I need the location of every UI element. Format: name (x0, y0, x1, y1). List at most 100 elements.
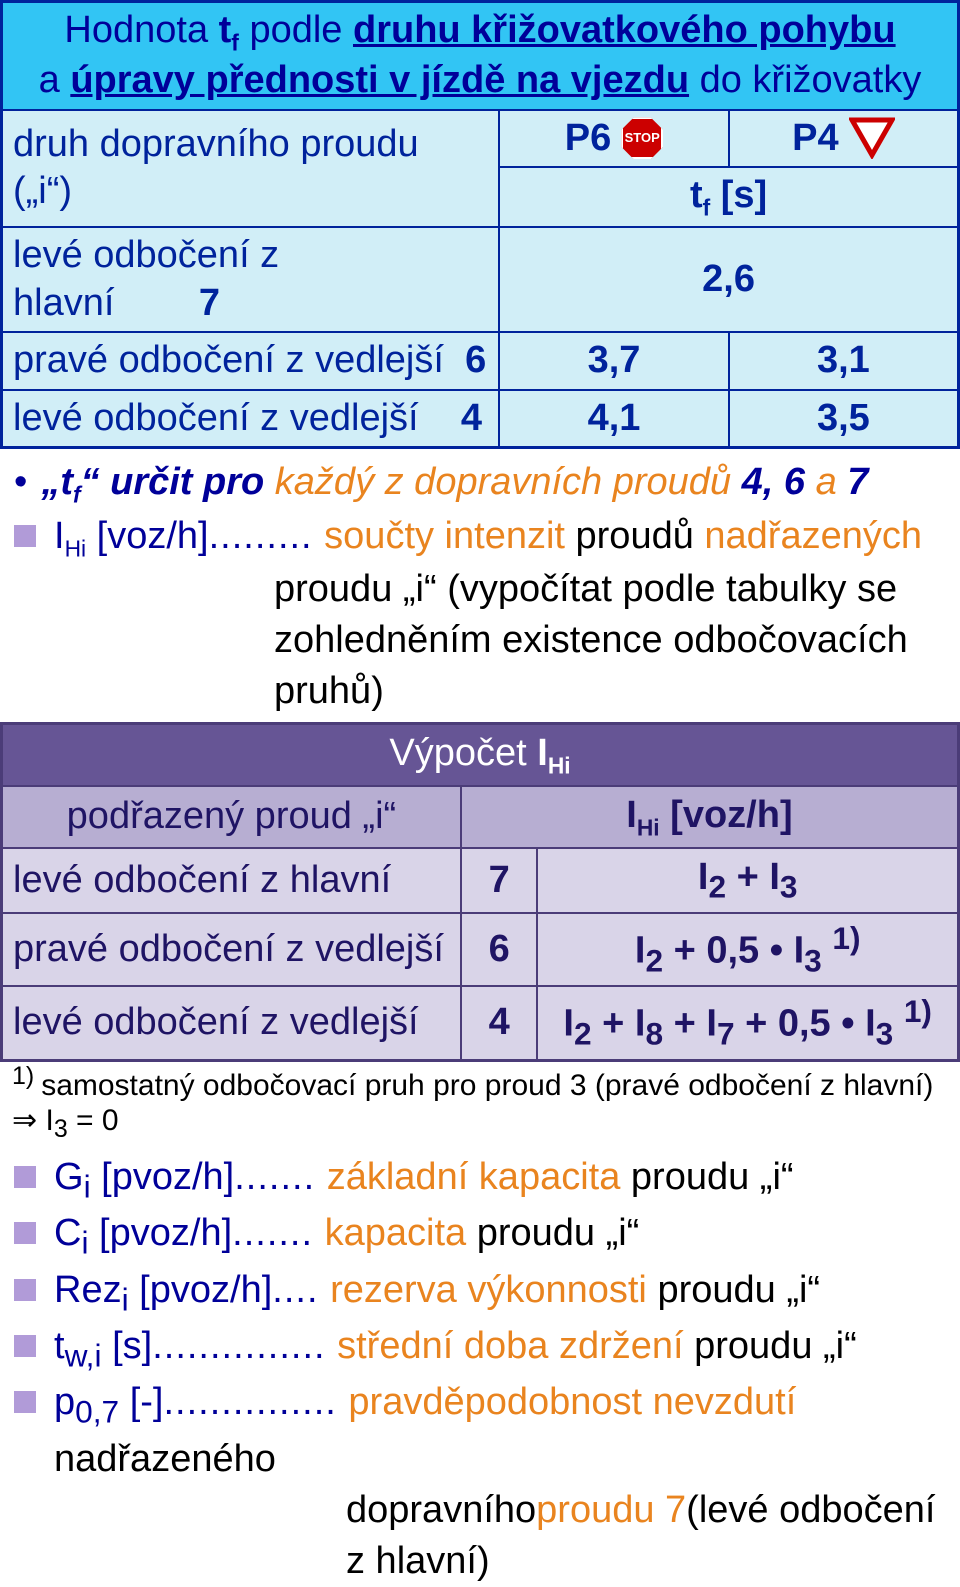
t2-r0-num: 7 (461, 848, 538, 913)
t1-title-c: podle (239, 9, 353, 51)
t1-r2-num: 4 (461, 397, 482, 439)
def3-sym: tw,i [s] (54, 1325, 152, 1367)
t1-r2-p4: 3,5 (729, 390, 959, 448)
t1-r1-label: pravé odbočení z vedlejší 6 (2, 332, 500, 390)
def0-d1: základní kapacita (327, 1156, 631, 1198)
table-ihi: Výpočet IHi podřazený proud „i“ IHi [voz… (0, 722, 960, 1062)
t1-r2-label-t: levé odbočení z vedlejší (13, 397, 419, 439)
btf-asub: f (73, 482, 81, 508)
t2-title-b: I (537, 732, 548, 774)
def1-d1: kapacita (325, 1212, 477, 1254)
ihi-line4: pruhů) (14, 666, 946, 717)
def2-d1: rezerva výkonnosti (330, 1269, 657, 1311)
def2-dots: .... (272, 1269, 330, 1311)
square-bullet-icon (14, 1391, 36, 1413)
t1-r0-num: 7 (199, 282, 220, 324)
btf-c: každý z dopravních proudů (275, 461, 742, 503)
t1-r1-p6: 3,7 (499, 332, 729, 390)
btf-f: 7 (837, 461, 869, 503)
t2-r1-label: pravé odbočení z vedlejší (2, 913, 461, 986)
t1-p6-text: P6 (565, 115, 611, 163)
def0-sym: Gi [pvoz/h] (54, 1156, 234, 1198)
ihi-l4: pruhů (274, 666, 371, 717)
t2-r2-formula: I2 + I8 + I7 + 0,5 • I3 1) (537, 986, 958, 1060)
t2-hr-a: I (626, 794, 637, 836)
bullet-dot-icon: • (14, 457, 27, 510)
t1-r0-p6: 2,6 (499, 227, 958, 332)
t2-title-sub: Hi (548, 752, 571, 778)
p07-l3: z hlavní) (346, 1536, 490, 1587)
t1-tf-unit: tf [s] (499, 167, 958, 227)
t1-p6: P6 STOP (499, 110, 729, 168)
ihi-dots: ......... (209, 515, 325, 557)
ihi-sub: Hi (65, 535, 87, 561)
t2-r1-formula: I2 + 0,5 • I3 1) (537, 913, 958, 986)
ihi-b: [voz/h] (86, 515, 209, 557)
ihi-p1: součty intenzit (324, 515, 575, 557)
t1-r1-label-t: pravé odbočení z vedlejší (13, 339, 444, 381)
t1-r0-label: levé odbočení z hlavní 7 (2, 227, 500, 332)
t2-hr-b: [voz/h] (660, 794, 793, 836)
def-twi: tw,i [s]............... střední doba zdr… (14, 1321, 946, 1377)
yield-icon (849, 117, 895, 159)
t2-title: Výpočet IHi (2, 723, 959, 786)
t1-r1-p4: 3,1 (729, 332, 959, 390)
def3-d1: střední doba zdržení (337, 1325, 694, 1367)
t1-rowlabel: druh dopravního proudu („i“) (2, 110, 500, 228)
t2-r1-num: 6 (461, 913, 538, 986)
square-bullet-icon (14, 1279, 36, 1301)
def-ci: Ci [pvoz/h]....... kapacita proudu „i“ (14, 1208, 946, 1264)
t2-hr-sub: Hi (637, 815, 660, 841)
t2-r0-label: levé odbočení z hlavní (2, 848, 461, 913)
t1-title-e: a (39, 59, 71, 101)
ihi-a: I (54, 515, 65, 557)
def0-d2: proudu „i“ (631, 1156, 794, 1198)
t1-p4: P4 (729, 110, 959, 168)
def3-dots: ............... (152, 1325, 337, 1367)
t2-title-a: Výpočet (389, 732, 537, 774)
def-p07: p0,7 [-]............... pravděpodobnost … (14, 1377, 946, 1485)
t1-r2-label: levé odbočení z vedlejší 4 (2, 390, 500, 448)
square-bullet-icon (14, 525, 36, 547)
bullet-ihi: IHi [voz/h]......... součty intenzit pro… (14, 511, 946, 564)
def1-d2: proudu „i“ (477, 1212, 640, 1254)
t1-title-g: do křižovatky (689, 59, 921, 101)
t1-title-b: t (219, 9, 232, 51)
ihi-p3: nadřazených (704, 515, 922, 557)
def3-d2: proudu „i“ (694, 1325, 857, 1367)
p07-l2c: (levé odbočení (686, 1485, 935, 1536)
fn-a: samostatný odbočovací pruh pro proud 3 (… (12, 1069, 933, 1137)
ihi-l2a: proudu „i“ ( (274, 564, 460, 615)
def1-sym: Ci [pvoz/h] (54, 1212, 232, 1254)
btf-b: “ určit pro (81, 461, 275, 503)
def1-dots: ....... (232, 1212, 324, 1254)
t1-r2-p6: 4,1 (499, 390, 729, 448)
t2-r2-num: 4 (461, 986, 538, 1060)
def2-sym: Rezi [pvoz/h] (54, 1269, 272, 1311)
def0-dots: ....... (234, 1156, 326, 1198)
p07-line3: z hlavní) (14, 1536, 946, 1587)
p07-line2: dopravního proudu 7 (levé odbočení (14, 1485, 946, 1536)
t2-head-left: podřazený proud „i“ (2, 786, 461, 848)
p07-l2b: proudu 7 (536, 1485, 686, 1536)
stop-icon: STOP (621, 117, 663, 159)
btf-a: „t (41, 461, 73, 503)
footnote: 1) samostatný odbočovací pruh pro proud … (0, 1062, 960, 1150)
def-gi: Gi [pvoz/h]....... základní kapacita pro… (14, 1152, 946, 1208)
btf-e: a (816, 461, 837, 503)
ihi-l4b: ) (371, 666, 384, 717)
fn-sup: 1) (12, 1062, 41, 1090)
p07-a: pravděpodobnost nevzdutí (348, 1381, 796, 1423)
ihi-l2b: vypočítat podle tabulky se (460, 564, 897, 615)
ihi-p2: proudů (576, 515, 705, 557)
t2-head-right: IHi [voz/h] (461, 786, 959, 848)
p07-l2a: dopravního (346, 1485, 536, 1536)
def-rezi: Rezi [pvoz/h].... rezerva výkonnosti pro… (14, 1265, 946, 1321)
t2-r2-label: levé odbočení z vedlejší (2, 986, 461, 1060)
def2-d2: proudu „i“ (657, 1269, 820, 1311)
ihi-l3: zohledněním existence odbočovacích (274, 615, 908, 666)
square-bullet-icon (14, 1166, 36, 1188)
t1-title-d: druhu křižovatkového pohybu (353, 9, 896, 51)
fn-sub: 3 (54, 1115, 68, 1143)
tf-b: [s] (710, 174, 767, 216)
